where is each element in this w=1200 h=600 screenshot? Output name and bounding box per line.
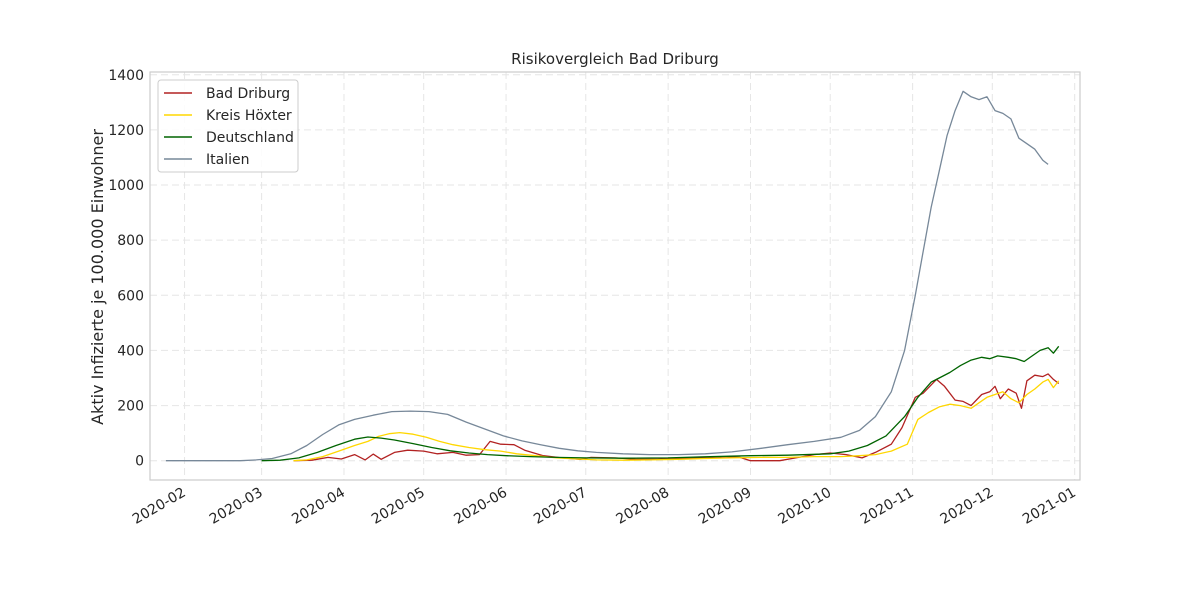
legend-box bbox=[157, 79, 299, 173]
series-line-deutschland bbox=[261, 345, 1060, 462]
y-tick-label: 1200 bbox=[108, 123, 144, 139]
y-tick-label: 800 bbox=[117, 233, 144, 249]
plot-frame bbox=[149, 71, 1081, 481]
legend-label: Kreis Höxter bbox=[206, 108, 292, 124]
plot-background bbox=[150, 72, 1080, 480]
series-line-bad-driburg bbox=[293, 373, 1060, 462]
legend-label: Bad Driburg bbox=[206, 86, 290, 102]
y-tick-label: 600 bbox=[117, 288, 144, 304]
legend-label: Deutschland bbox=[206, 130, 294, 146]
y-tick-label: 200 bbox=[117, 399, 144, 415]
series-line-kreis-h-xter bbox=[293, 378, 1060, 462]
series-lines bbox=[165, 90, 1060, 462]
chart-title: Risikovergleich Bad Driburg bbox=[511, 50, 719, 68]
series-line-italien bbox=[165, 90, 1049, 462]
y-tick-label: 1400 bbox=[108, 68, 144, 84]
y-axis: 0 200 400 600 800 1000 1200 1400 bbox=[108, 68, 144, 470]
y-axis-label: Aktiv Infizierte je 100.000 Einwohner bbox=[88, 129, 107, 425]
y-tick-label: 400 bbox=[117, 343, 144, 359]
plot-area bbox=[149, 71, 1081, 481]
grid-lines bbox=[150, 72, 1080, 480]
legend: Bad Driburg Kreis Höxter Deutschland Italie… bbox=[157, 79, 299, 173]
y-tick-label: 1000 bbox=[108, 178, 144, 194]
y-tick-label: 0 bbox=[135, 454, 144, 470]
legend-label: Italien bbox=[206, 152, 249, 168]
